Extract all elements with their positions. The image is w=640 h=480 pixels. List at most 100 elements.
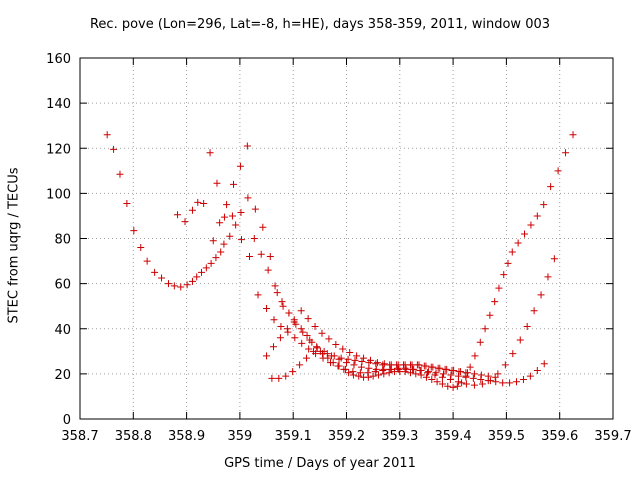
data-point (284, 328, 292, 336)
x-tick-label: 358.7 (61, 429, 98, 444)
data-point (516, 336, 524, 344)
data-point (202, 264, 210, 272)
data-point (432, 369, 440, 377)
data-point (332, 341, 340, 349)
data-point (410, 365, 418, 373)
data-point (521, 230, 529, 238)
data-point (123, 200, 131, 208)
data-point (327, 359, 335, 367)
data-point (303, 354, 311, 362)
data-point (372, 360, 380, 368)
data-point (339, 345, 347, 353)
data-point (277, 322, 285, 330)
data-point (275, 374, 283, 382)
data-point (438, 373, 446, 381)
data-point (509, 350, 517, 358)
data-point (259, 223, 267, 231)
data-point (540, 201, 548, 209)
data-point (413, 361, 421, 369)
data-point (313, 343, 321, 351)
data-point (116, 170, 124, 178)
data-point (341, 365, 349, 373)
data-point (319, 354, 327, 362)
data-point (206, 149, 214, 157)
data-point (343, 359, 350, 367)
data-point (360, 354, 368, 362)
data-point (530, 307, 538, 315)
data-point (374, 371, 382, 379)
data-point (283, 325, 291, 333)
data-point (130, 227, 138, 235)
data-point (213, 179, 221, 187)
data-point (356, 369, 364, 377)
data-point (504, 259, 512, 267)
data-point (296, 361, 304, 369)
data-point (417, 366, 425, 374)
data-point (278, 298, 286, 306)
data-point (369, 372, 377, 380)
data-point (237, 236, 245, 244)
data-point (137, 244, 145, 252)
data-point (344, 355, 352, 363)
data-point (513, 378, 521, 386)
data-point (469, 374, 477, 382)
data-point (103, 131, 111, 139)
data-point (358, 357, 366, 365)
y-tick-label: 160 (46, 52, 71, 67)
data-point (425, 368, 433, 376)
data-point (263, 304, 271, 312)
data-point (245, 253, 253, 261)
data-point (476, 338, 484, 346)
data-point (446, 376, 454, 384)
data-point (433, 378, 441, 386)
data-point (491, 298, 499, 306)
data-point (325, 335, 333, 343)
x-tick-label: 359.4 (434, 429, 471, 444)
data-point (537, 291, 545, 299)
data-point (364, 373, 372, 381)
data-point (477, 376, 485, 384)
x-tick-label: 359.6 (541, 429, 578, 444)
data-point (380, 365, 388, 373)
data-point (514, 239, 522, 247)
data-point (226, 232, 234, 240)
data-point (441, 365, 449, 373)
data-point (550, 255, 558, 263)
data-point (304, 315, 312, 323)
data-point (444, 382, 452, 390)
y-tick-label: 120 (46, 142, 71, 157)
data-point (273, 289, 281, 297)
data-point (540, 360, 548, 368)
data-point (268, 374, 276, 382)
data-point (562, 149, 570, 157)
data-point (501, 361, 509, 369)
data-point (380, 360, 388, 368)
y-tick-label: 60 (54, 278, 71, 293)
data-point (236, 162, 244, 170)
data-point (271, 282, 279, 290)
data-point (458, 379, 466, 387)
data-point (346, 348, 354, 356)
data-point (188, 206, 196, 214)
x-tick-labels: 358.7 358.8 358.9 359 359.1 359.2 359.3 359.4 35… (61, 429, 631, 444)
data-point (276, 334, 284, 342)
data-point (349, 371, 357, 379)
data-point (386, 361, 394, 369)
data-point (298, 339, 306, 347)
data-point (228, 212, 236, 220)
x-axis-label: GPS time / Days of year 2011 (224, 456, 416, 471)
data-point (365, 359, 373, 367)
data-point (216, 219, 224, 227)
data-point (306, 336, 314, 344)
data-point (447, 371, 455, 379)
y-tick-label: 100 (46, 187, 71, 202)
data-point (244, 194, 252, 202)
data-point (297, 307, 305, 315)
x-tick-label: 359.1 (275, 429, 312, 444)
data-point (303, 332, 311, 340)
data-point (264, 266, 272, 274)
data-point (297, 325, 305, 333)
data-point (466, 363, 474, 371)
data-point (318, 329, 326, 337)
